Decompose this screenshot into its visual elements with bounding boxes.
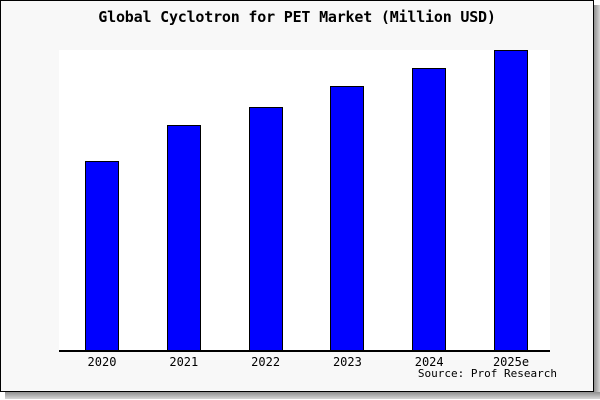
chart-title: Global Cyclotron for PET Market (Million… <box>98 8 496 26</box>
bar-2025e <box>494 50 528 350</box>
bar-2022 <box>248 107 283 350</box>
x-tick-label-2025e: 2025e <box>492 355 530 369</box>
chart-frame: Global Cyclotron for PET Market (Million… <box>0 0 594 392</box>
source-credit: Source: Prof Research <box>417 367 557 380</box>
x-tick-label-2022: 2022 <box>251 355 281 369</box>
plot-area <box>59 50 550 352</box>
frame-drop-shadow-bottom <box>5 392 600 399</box>
x-tick-label-2024: 2024 <box>414 355 444 369</box>
bar-2020 <box>85 161 119 350</box>
bar-2024 <box>412 68 447 350</box>
x-axis-tick-labels: 2020 2021 2022 2023 2024 2025e <box>59 355 550 369</box>
bar-2021 <box>166 125 201 350</box>
bar-2023 <box>330 86 365 350</box>
x-tick-label-2021: 2021 <box>169 355 199 369</box>
frame-drop-shadow-right <box>594 5 600 396</box>
x-tick-label-2023: 2023 <box>332 355 362 369</box>
x-tick-label-2020: 2020 <box>87 355 117 369</box>
